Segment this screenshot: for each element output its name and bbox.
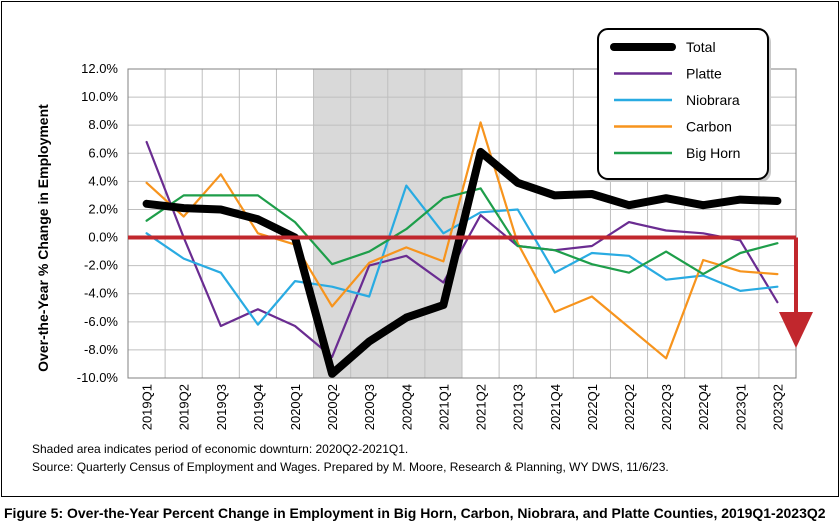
y-axis-label: Over-the-Year % Change in Employment [35,104,51,372]
legend-label-big-horn: Big Horn [686,145,740,161]
shaded-area-note: Shaded area indicates period of economic… [32,442,409,456]
x-tick-label: 2019Q1 [140,384,155,430]
y-tick-label: 4.0% [88,173,118,188]
x-tick-label: 2021Q3 [511,384,526,430]
series-line-total [142,147,782,378]
source-note: Source: Quarterly Census of Employment a… [32,460,669,474]
plot-area-border [127,68,797,379]
x-tick-label: 2021Q4 [548,384,563,430]
legend-label-niobrara: Niobrara [686,92,740,108]
y-tick-label: 6.0% [88,145,118,160]
x-tick-label: 2019Q3 [214,384,229,430]
x-tick-label: 2022Q1 [585,384,600,430]
x-tick-label: 2020Q3 [362,384,377,430]
x-tick-label: 2020Q2 [325,384,340,430]
down-arrow-icon [779,312,813,348]
x-tick-label: 2019Q4 [251,384,266,430]
legend: Total Platte Niobrara Carbon Big Horn [597,28,771,182]
x-tick-label: 2020Q1 [288,384,303,430]
x-tick-label: 2021Q1 [436,384,451,430]
x-tick-label: 2020Q4 [399,384,414,430]
y-tick-label: -8.0% [84,342,118,357]
x-tick-label: 2023Q1 [733,384,748,430]
x-tick-label: 2021Q2 [474,384,489,430]
y-tick-label: -6.0% [84,314,118,329]
y-tick-label: 0.0% [88,230,118,245]
series-line-carbon [145,121,779,360]
y-tick-label: 10.0% [81,89,118,104]
y-tick-label: -10.0% [77,370,119,385]
y-tick-label: 8.0% [88,117,118,132]
legend-label-carbon: Carbon [686,119,732,135]
y-tick-label: -2.0% [84,258,118,273]
x-tick-label: 2019Q2 [177,384,192,430]
series-line-platte [145,140,779,358]
x-tick-label: 2023Q2 [770,384,785,430]
x-tick-label: 2022Q3 [659,384,674,430]
legend-label-platte: Platte [686,66,722,82]
x-tick-label: 2022Q4 [696,384,711,430]
y-tick-label: -4.0% [84,286,118,301]
y-tick-label: 12.0% [81,61,118,76]
line-chart: 12.0% 10.0% 8.0% 6.0% 4.0% 2.0% 0.0% -2.0% -4.0%… [35,28,813,430]
x-tick-label: 2022Q2 [622,384,637,430]
series-line-big-horn [145,187,779,276]
figure-caption: Figure 5: Over-the-Year Percent Change i… [4,505,826,521]
y-tick-label: 2.0% [88,201,118,216]
legend-box [597,28,769,180]
legend-label-total: Total [686,39,716,55]
